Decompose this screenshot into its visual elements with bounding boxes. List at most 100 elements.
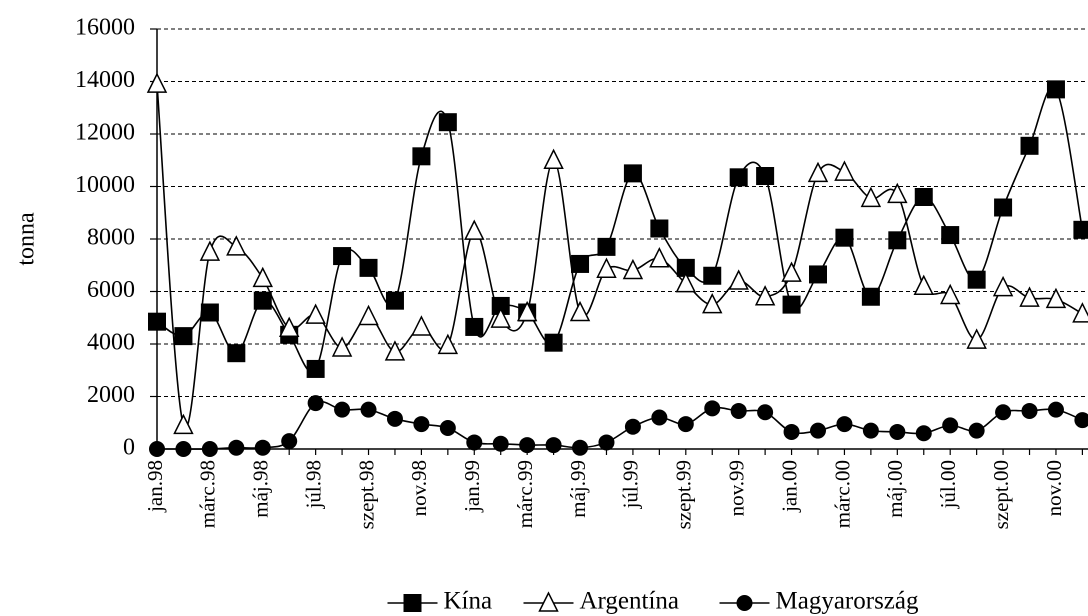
- x-tick-label: jan.99: [460, 460, 484, 513]
- marker-triangle: [649, 247, 670, 268]
- y-tick-label: 0: [123, 435, 135, 461]
- x-tick-label: júl.99: [619, 460, 643, 509]
- marker-square: [200, 303, 219, 322]
- marker-circle: [810, 422, 826, 439]
- marker-circle: [730, 402, 747, 419]
- marker-square: [438, 113, 457, 132]
- marker-circle: [598, 434, 615, 451]
- marker-square: [729, 168, 748, 187]
- marker-square: [465, 317, 484, 336]
- y-tick-label: 8000: [87, 225, 135, 251]
- marker-triangle: [358, 304, 379, 326]
- marker-circle: [889, 423, 906, 440]
- series-line: [156, 84, 1083, 430]
- marker-triangle: [252, 266, 273, 288]
- marker-triangle: [538, 591, 559, 612]
- x-tick-label: jan.98: [143, 460, 167, 513]
- marker-square: [597, 237, 616, 256]
- marker-triangle: [596, 257, 617, 278]
- marker-square: [412, 147, 431, 166]
- marker-square: [676, 258, 695, 277]
- marker-square: [174, 327, 193, 346]
- marker-circle: [307, 395, 324, 412]
- marker-circle: [1047, 401, 1064, 418]
- y-tick-label: 4000: [87, 330, 135, 356]
- marker-square: [253, 291, 272, 310]
- marker-square: [650, 219, 669, 238]
- x-tick-label: nov.99: [724, 460, 748, 516]
- marker-triangle: [939, 283, 961, 305]
- x-tick-label: nov.98: [407, 460, 431, 516]
- x-tick-label: máj.00: [883, 460, 907, 518]
- marker-square: [544, 333, 563, 352]
- marker-triangle: [887, 182, 908, 204]
- marker-circle: [175, 441, 192, 457]
- marker-circle: [942, 417, 959, 434]
- marker-square: [835, 228, 854, 247]
- y-tick-label: 12000: [75, 120, 135, 146]
- marker-triangle: [490, 307, 511, 328]
- marker-square: [941, 226, 960, 245]
- x-tick-label: márc.99: [513, 460, 537, 528]
- x-tick-label: márc.98: [196, 460, 220, 528]
- marker-square: [967, 270, 986, 289]
- marker-square: [227, 344, 246, 363]
- marker-circle: [862, 422, 879, 439]
- marker-triangle: [173, 413, 194, 435]
- y-tick-label: 14000: [75, 67, 135, 93]
- marker-triangle: [437, 333, 459, 355]
- marker-circle: [519, 437, 536, 454]
- marker-square: [888, 231, 907, 250]
- x-tick-label: szept.00: [989, 460, 1013, 529]
- marker-circle: [736, 595, 753, 611]
- marker-square: [385, 291, 404, 310]
- marker-square: [1020, 136, 1039, 155]
- marker-circle: [757, 404, 774, 421]
- y-tick-label: 2000: [87, 382, 135, 408]
- marker-triangle: [1072, 302, 1088, 323]
- marker-circle: [968, 422, 985, 439]
- marker-circle: [201, 441, 218, 457]
- marker-circle: [492, 435, 509, 452]
- series: [146, 72, 1088, 435]
- marker-triangle: [226, 235, 247, 256]
- marker-circle: [783, 423, 800, 440]
- marker-triangle: [675, 271, 697, 293]
- marker-triangle: [834, 160, 855, 181]
- x-tick-label: márc.00: [830, 460, 854, 528]
- marker-circle: [1021, 402, 1038, 419]
- marker-square: [623, 164, 642, 183]
- y-tick-label: 10000: [75, 172, 135, 198]
- x-tick-label: nov.00: [1042, 460, 1066, 516]
- marker-triangle: [305, 303, 326, 324]
- y-axis-label: tonna: [14, 212, 40, 266]
- x-tick-label: júl.98: [301, 460, 325, 509]
- legend-label: Kína: [444, 588, 493, 615]
- x-tick-label: szept.98: [354, 460, 378, 529]
- marker-triangle: [569, 300, 591, 322]
- marker-square: [491, 296, 510, 315]
- x-tick-label: jan.00: [777, 460, 801, 513]
- marker-circle: [545, 437, 562, 454]
- marker-circle: [1074, 412, 1088, 429]
- marker-triangle: [1019, 286, 1040, 307]
- marker-square: [914, 188, 933, 206]
- marker-circle: [386, 410, 403, 427]
- x-tick-label: máj.99: [566, 460, 590, 518]
- marker-square: [333, 247, 352, 266]
- marker-triangle: [464, 219, 485, 240]
- x-tick-label: szept.99: [672, 460, 696, 529]
- marker-circle: [836, 416, 853, 433]
- marker-circle: [624, 418, 641, 435]
- marker-triangle: [860, 186, 882, 208]
- y-tick-label: 6000: [87, 277, 135, 303]
- marker-circle: [995, 404, 1012, 421]
- marker-circle: [466, 434, 483, 451]
- marker-triangle: [913, 274, 934, 295]
- marker-square: [782, 295, 801, 314]
- marker-square: [1073, 220, 1088, 239]
- marker-triangle: [754, 285, 776, 306]
- marker-circle: [281, 433, 298, 450]
- marker-circle: [334, 401, 351, 418]
- marker-circle: [704, 400, 721, 417]
